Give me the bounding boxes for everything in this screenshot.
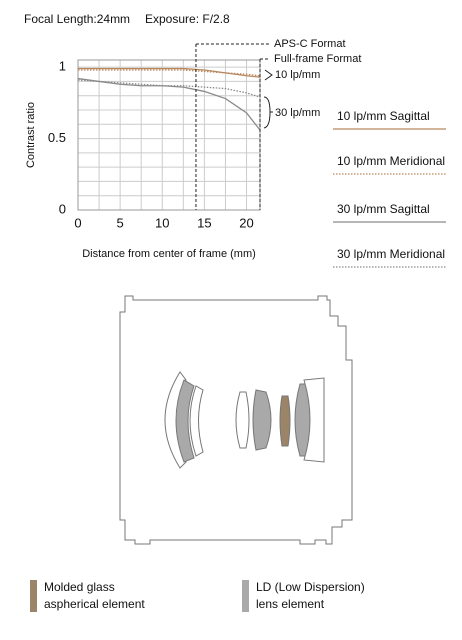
x-tick-label: 15 <box>197 215 211 230</box>
y-axis-title: Contrast ratio <box>25 102 37 168</box>
format-label: APS-C Format <box>274 38 346 50</box>
lens-legend-label: Molded glass <box>44 580 115 594</box>
lens-diagram <box>119 295 353 545</box>
header-text: Focal Length:24mm <box>24 12 130 26</box>
lens-legend-label: LD (Low Dispersion) <box>256 580 365 594</box>
legend-label: 10 lp/mm Meridional <box>337 154 445 168</box>
legend-swatch <box>30 580 37 612</box>
x-tick-label: 20 <box>239 215 253 230</box>
header-text: Exposure: F/2.8 <box>145 12 230 26</box>
legend-swatch <box>242 580 249 612</box>
legend-label: 30 lp/mm Sagittal <box>337 202 430 216</box>
legend-label: 30 lp/mm Meridional <box>337 247 445 261</box>
lens-legend-label: lens element <box>256 597 325 611</box>
x-axis-title: Distance from center of frame (mm) <box>82 248 256 260</box>
bracket <box>264 69 273 81</box>
bracket <box>263 96 273 129</box>
x-tick-label: 0 <box>74 215 81 230</box>
series-line <box>77 77 261 131</box>
y-tick-label: 0 <box>59 201 66 216</box>
group-label: 10 lp/mm <box>275 69 320 81</box>
x-tick-label: 5 <box>117 215 124 230</box>
group-label: 30 lp/mm <box>275 107 320 119</box>
lens-legend-label: aspherical element <box>44 597 145 611</box>
x-tick-label: 10 <box>155 215 169 230</box>
series-line <box>78 67 261 78</box>
y-tick-label: 0.5 <box>48 130 66 145</box>
y-tick-label: 1 <box>59 59 66 74</box>
series-line <box>78 69 261 77</box>
format-label: Full-frame Format <box>274 53 361 65</box>
legend-label: 10 lp/mm Sagittal <box>337 109 430 123</box>
